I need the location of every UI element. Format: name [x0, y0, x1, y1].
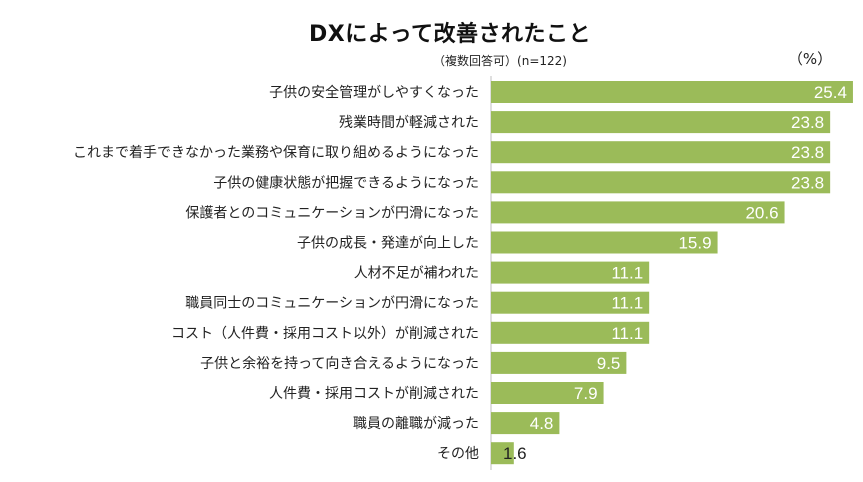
category-label: 子供の安全管理がしやすくなった [269, 84, 479, 101]
value-label: 23.8 [791, 113, 824, 132]
bars-group [491, 81, 853, 465]
category-label: その他 [437, 446, 479, 462]
value-label: 11.1 [611, 264, 643, 283]
bar [491, 141, 831, 164]
bar [491, 351, 627, 374]
category-label: 子供と余裕を持って向き合えるようになった [200, 355, 479, 372]
category-label: 人材不足が補われた [354, 266, 479, 282]
category-label: コスト（人件費・採用コスト以外）が削減された [171, 325, 479, 342]
bar [491, 382, 604, 404]
value-label: 15.9 [678, 234, 711, 253]
category-label: 人件費・採用コストが削減された [269, 385, 479, 402]
bar [491, 111, 831, 134]
value-label: 23.8 [791, 143, 824, 162]
bar [491, 412, 560, 435]
value-label: 20.6 [745, 203, 778, 222]
unit-label: （%） [787, 50, 833, 68]
chart-title: DXによって改善されたこと [309, 22, 591, 47]
bar [491, 171, 831, 194]
value-label: 4.8 [530, 414, 554, 433]
value-label: 23.8 [791, 173, 824, 192]
bar [491, 291, 650, 314]
category-label: 職員の離職が減った [353, 415, 479, 432]
category-labels-group: 子供の安全管理がしやすくなった残業時間が軽減されたこれまで着手できなかった業務や… [73, 84, 479, 462]
category-label: 子供の健康状態が把握できるようになった [213, 174, 479, 191]
category-label: 保護者とのコミュニケーションが円滑になった [185, 204, 479, 221]
value-label: 1.6 [503, 444, 527, 463]
category-label: 職員同士のコミュニケーションが円滑になった [185, 295, 479, 312]
value-labels-group: 25.4 23.8 23.8 23.8 20.6 15.9 11.1 11.1 11.1 9.5 7… [503, 83, 847, 463]
category-label: 残業時間が軽減された [339, 114, 479, 131]
chart-subtitle: （複数回答可）(n=122) [433, 54, 567, 68]
bar [491, 81, 853, 103]
bar [491, 321, 650, 344]
value-label: 25.4 [814, 83, 847, 102]
category-label: 子供の成長・発達が向上した [297, 236, 479, 252]
value-label: 9.5 [597, 354, 621, 373]
bar [491, 442, 514, 465]
bar [491, 261, 650, 284]
value-label: 7.9 [574, 384, 598, 403]
value-label: 11.1 [611, 294, 643, 313]
category-label: これまで着手できなかった業務や保育に取り組めるようになった [73, 145, 479, 161]
value-label: 11.1 [611, 324, 643, 343]
bar [491, 231, 718, 254]
bar [491, 201, 785, 224]
